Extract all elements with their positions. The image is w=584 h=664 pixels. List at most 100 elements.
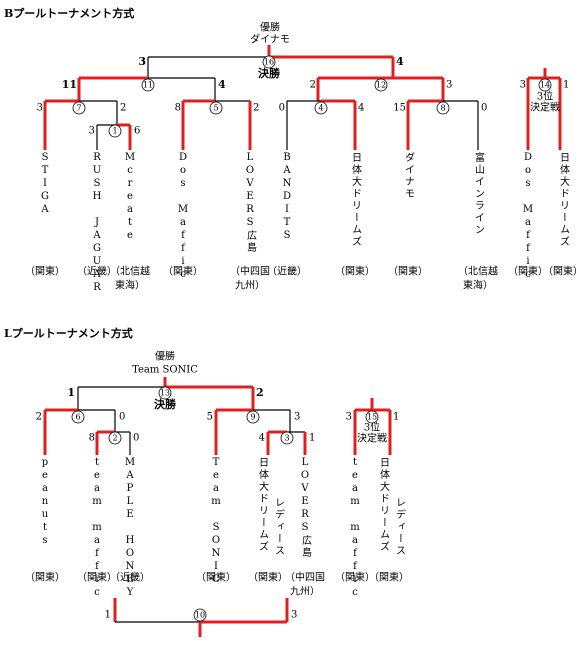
team-region: 東海）: [463, 279, 493, 292]
team-name: team maffic: [349, 457, 360, 600]
team-region: （近畿）: [77, 265, 117, 278]
team-region: （関東）: [196, 571, 236, 584]
team-name: Team SONIC: [210, 457, 221, 587]
team-region: （関東）: [248, 571, 288, 584]
score: 8: [175, 103, 181, 114]
third-place-label: 3位: [364, 421, 380, 434]
match-number: 2: [112, 434, 117, 443]
score: 8: [89, 433, 95, 444]
team-region: （関東）: [369, 571, 409, 584]
match-circle: [314, 101, 328, 115]
match-circle: [374, 78, 388, 92]
score: 1: [393, 412, 399, 423]
score: 0: [133, 433, 139, 444]
match-circle: [141, 78, 155, 92]
team-name: ダイナモ: [403, 152, 415, 200]
score: 2: [310, 80, 316, 91]
third-place-label: 決定戦: [357, 432, 387, 445]
score: 1: [309, 433, 315, 444]
team-name: 日体大ドリームズ: [350, 152, 362, 248]
score: 4: [218, 78, 226, 91]
team-name: 日体大ドリームズ: [558, 152, 570, 248]
score: 15: [393, 103, 406, 114]
team-region: （関東）: [388, 265, 428, 278]
match-number: 3: [284, 434, 289, 443]
section-title: Lプールトーナメント方式: [4, 326, 133, 340]
match-number: 10: [195, 611, 205, 620]
team-region: （関東）: [25, 265, 65, 278]
team-name: team maffic: [91, 457, 102, 600]
team-region: （関東）: [163, 265, 203, 278]
match-circle: [108, 431, 122, 445]
match-circle: [538, 78, 552, 92]
score: 3: [89, 126, 95, 137]
team-name: Mcreate: [125, 152, 136, 243]
team-name: 富山インライン: [473, 151, 485, 236]
score: 3: [37, 103, 43, 114]
match-number: 7: [76, 104, 81, 113]
team-region: （近畿）: [110, 571, 150, 584]
score: 1: [105, 610, 111, 621]
final-label: 決勝: [258, 66, 281, 80]
score: 2: [256, 386, 264, 399]
score: 0: [279, 103, 285, 114]
score: 2: [36, 412, 42, 423]
score: 3: [291, 610, 297, 621]
team-name: Dos Maffic: [178, 152, 189, 282]
match-number: 9: [250, 413, 255, 422]
score: 1: [67, 386, 75, 399]
match-number: 14: [540, 81, 550, 90]
match-circle: [365, 410, 379, 424]
team-name: レディース: [394, 497, 406, 557]
team-name: Dos Maffic: [523, 152, 534, 282]
team-name: RUSH JAGUAR: [92, 152, 103, 295]
team-region: 九州）: [235, 280, 265, 292]
team-name: peanuts: [40, 457, 51, 548]
final-label: 決勝: [154, 397, 177, 411]
match-circle: [280, 431, 294, 445]
score: 3: [520, 80, 526, 91]
score: 3: [138, 55, 146, 68]
team-name: 日体大ドリームズ: [378, 457, 390, 553]
match-number: 1: [112, 127, 117, 136]
team-region: （北信越: [458, 265, 498, 278]
match-number: 5: [213, 104, 218, 113]
match-circle: [246, 410, 260, 424]
score: 6: [134, 126, 140, 137]
score: 4: [358, 103, 364, 114]
team-name: LOVERS広島: [245, 152, 257, 254]
champion-name: ダイナモ: [250, 33, 290, 46]
champion-label: 優勝: [260, 21, 280, 34]
team-region: （関東）: [335, 265, 375, 278]
match-circle: [108, 124, 122, 138]
score: 2: [253, 103, 259, 114]
match-number: 8: [440, 104, 445, 113]
team-region: （関東）: [508, 265, 548, 278]
match-circle: [209, 101, 223, 115]
team-region: （中四国: [230, 265, 270, 278]
match-number: 13: [160, 389, 170, 398]
team-region: 東海）: [115, 279, 145, 292]
team-region: （関東）: [543, 265, 583, 278]
score: 3: [294, 412, 300, 423]
match-number: 15: [367, 413, 377, 422]
match-circle: [158, 386, 172, 400]
section-title: Bプールトーナメント方式: [4, 6, 134, 20]
team-name: レディース: [273, 497, 285, 557]
team-name: 日体大ドリームズ: [257, 457, 269, 553]
match-number: 11: [143, 81, 153, 90]
score: 4: [259, 433, 265, 444]
team-region: （近畿）: [267, 265, 307, 278]
team-region: 九州）: [290, 586, 320, 598]
team-region: （関東）: [25, 571, 65, 584]
team-name: MAPLE HONEY: [125, 457, 136, 600]
champion-name: Team SONIC: [132, 365, 198, 376]
match-number: 16: [264, 58, 274, 67]
score: 11: [62, 78, 77, 91]
third-place-label: 3位: [537, 90, 553, 103]
score: 3: [346, 412, 352, 423]
team-name: STIGA: [40, 152, 51, 217]
champion-label: 優勝: [155, 350, 175, 363]
match-circle: [436, 101, 450, 115]
match-circle: [262, 55, 276, 69]
